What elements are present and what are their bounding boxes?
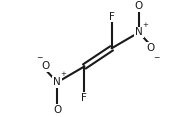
Text: F: F <box>109 12 114 22</box>
Text: O: O <box>135 1 143 11</box>
Text: O: O <box>53 104 61 115</box>
Text: N: N <box>53 77 61 87</box>
Text: +: + <box>142 22 148 27</box>
Text: −: − <box>36 53 43 62</box>
Text: N: N <box>135 27 143 37</box>
Text: F: F <box>82 93 87 103</box>
Text: −: − <box>153 53 160 62</box>
Text: O: O <box>146 43 154 53</box>
Text: O: O <box>42 61 50 71</box>
Text: +: + <box>61 71 66 77</box>
